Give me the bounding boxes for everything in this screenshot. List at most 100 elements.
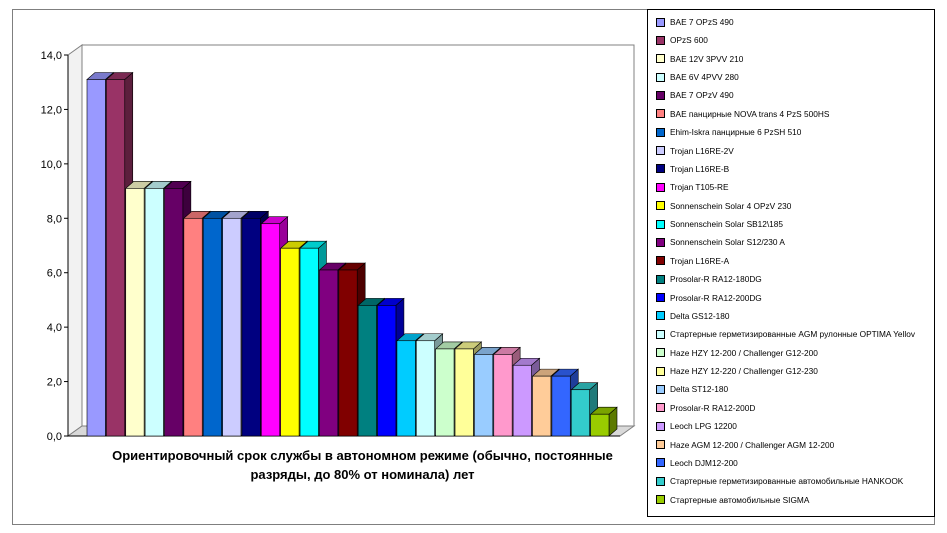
plot-side-wall [67,44,83,437]
legend-label: OPzS 600 [670,35,708,46]
x-axis-label: Ориентировочный срок службы в автономном… [112,448,613,482]
legend-item: Стартерные герметизированные AGM рулонны… [656,327,915,341]
bar-front [241,217,261,437]
legend-swatch [656,476,665,486]
legend-swatch [656,201,665,211]
legend-swatch [656,219,665,229]
legend-swatch [656,311,665,321]
y-tick-label: 4,0 [47,322,62,334]
bar-front [106,79,126,437]
legend-swatch [656,458,665,468]
bar-front [512,364,532,437]
bar-front [261,223,281,437]
bar [570,382,599,437]
bar-front [144,188,164,437]
bar-front [435,348,455,437]
legend-label: Leoch DJM12-200 [670,457,738,468]
legend-label: BAE панцирные NOVA trans 4 PzS 500HS [670,108,830,119]
bar-front [357,305,377,437]
legend-swatch [656,256,665,266]
legend-swatch [656,403,665,413]
y-tick-label: 14,0 [41,50,62,62]
legend-label: Haze AGM 12-200 / Challenger AGM 12-200 [670,439,835,450]
bar-front [590,413,610,437]
bar-front [222,217,242,437]
legend-swatch [656,17,665,27]
legend-swatch [656,421,665,431]
bar [589,406,618,437]
legend-label: BAE 12V 3PVV 210 [670,53,744,64]
bar-front [299,247,319,437]
bar-front [570,389,590,437]
legend-label: Стартерные автомобильные SIGMA [670,494,810,505]
legend-swatch [656,293,665,303]
legend-item: Стартерные герметизированные автомобильн… [656,474,903,488]
legend-item: Leoch DJM12-200 [656,456,738,470]
y-tick-label: 0,0 [47,431,62,443]
legend-item: Delta GS12-180 [656,309,730,323]
legend-label: Sonnenschein Solar S12/230 A [670,237,785,248]
bar-front [415,340,435,437]
legend-swatch [656,274,665,284]
legend-swatch [656,440,665,450]
legend-item: Ehim-Iskra панцирные 6 PzSH 510 [656,125,801,139]
bar-front [454,348,474,437]
legend-item: BAE 6V 4PVV 280 [656,70,739,84]
legend-swatch [656,329,665,339]
legend-item: Sonnenschein Solar SB12\185 [656,217,783,231]
legend-swatch [656,35,665,45]
legend-label: Стартерные герметизированные AGM рулонны… [670,329,915,340]
legend-item: Prosolar-R RA12-200D [656,401,755,415]
legend-label: Стартерные герметизированные автомобильн… [670,476,904,487]
bar-front [493,354,513,437]
legend-label: BAE 6V 4PVV 280 [670,72,739,83]
bars [86,71,618,437]
legend-label: Trojan L16RE-A [670,255,730,266]
y-tick-label: 8,0 [47,213,62,225]
legend-label: Prosolar-R RA12-180DG [670,274,762,285]
legend-item: Trojan L16RE-A [656,254,729,268]
legend-label: Prosolar-R RA12-200D [670,402,756,413]
legend-label: Delta GS12-180 [670,310,730,321]
legend-swatch [656,237,665,247]
legend-item: Sonnenschein Solar S12/230 A [656,235,785,249]
legend-label: Leoch LPG 12200 [670,421,737,432]
legend-swatch [656,495,665,505]
legend-label: Sonnenschein Solar SB12\185 [670,219,784,230]
legend-label: BAE 7 OPzV 490 [670,90,734,101]
legend-label: Trojan T105-RE [670,182,729,193]
legend-swatch [656,109,665,119]
legend-item: Leoch LPG 12200 [656,419,737,433]
bar-front [396,340,416,437]
legend-item: BAE 7 OPzS 490 [656,15,734,29]
legend-label: Sonnenschein Solar 4 OPzV 230 [670,200,792,211]
legend-item: BAE 7 OPzV 490 [656,88,734,102]
legend-swatch [656,164,665,174]
bar-front [164,188,184,437]
bar-front [532,375,552,437]
y-tick-label: 10,0 [41,159,62,171]
legend-swatch [656,384,665,394]
bar-front [551,375,571,437]
legend-label: BAE 7 OPzS 490 [670,17,734,27]
bar-front [377,305,397,437]
legend-swatch [656,182,665,192]
legend-label: Haze HZY 12-200 / Challenger G12-200 [670,347,818,358]
legend-item: BAE панцирные NOVA trans 4 PzS 500HS [656,107,829,121]
bar-front [86,79,106,437]
bar-front [474,354,494,437]
legend-item: Haze HZY 12-220 / Challenger G12-230 [656,364,818,378]
legend-label: Prosolar-R RA12-200DG [670,292,762,303]
legend: BAE 7 OPzS 490 OPzS 600 BAE 12V 3PVV 210 BA… [647,9,935,517]
legend-item: Trojan L16RE-B [656,162,729,176]
legend-item: OPzS 600 [656,33,708,47]
legend-label: Haze HZY 12-220 / Challenger G12-230 [670,366,818,377]
legend-swatch [656,146,665,156]
legend-item: Trojan T105-RE [656,180,729,194]
legend-swatch [656,54,665,64]
legend-item: Prosolar-R RA12-180DG [656,272,762,286]
legend-item: Prosolar-R RA12-200DG [656,291,762,305]
legend-item: Sonnenschein Solar 4 OPzV 230 [656,199,791,213]
legend-label: Ehim-Iskra панцирные 6 PzSH 510 [670,127,802,138]
